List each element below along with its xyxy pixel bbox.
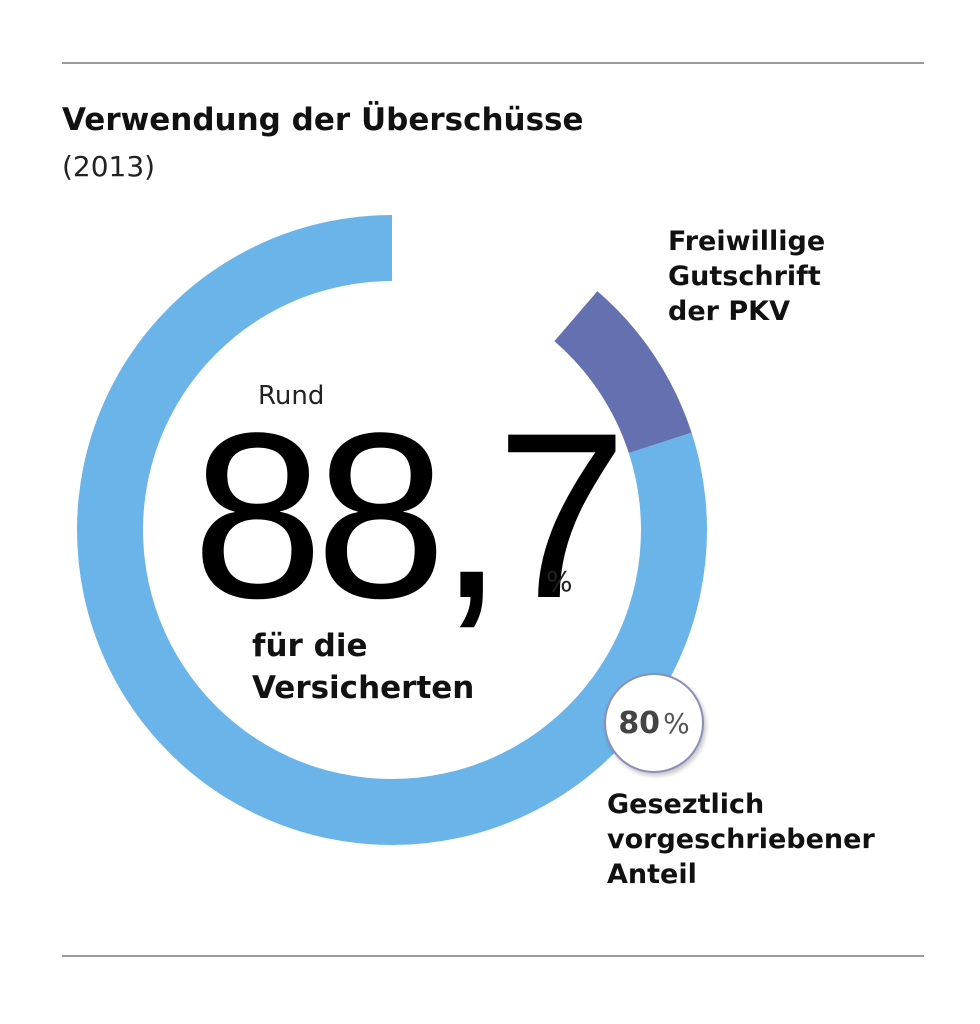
label-gesetzlich-anteil: Geseztlich vorgeschriebener Anteil: [607, 787, 875, 892]
chart-title: Verwendung der Überschüsse: [62, 102, 584, 138]
label-line: vorgeschriebener: [607, 824, 875, 855]
badge-value: 80: [618, 705, 661, 741]
label-line: Gutschrift: [668, 261, 821, 292]
donut-slice-3: [392, 215, 598, 342]
bottom-divider: [62, 955, 924, 957]
percentage-badge: 80 %: [604, 673, 704, 773]
center-unit: %: [546, 565, 573, 598]
donut-slice-2: [554, 291, 692, 454]
badge-unit: %: [663, 706, 690, 740]
center-prefix: Rund: [258, 381, 325, 411]
label-line: der PKV: [668, 296, 790, 327]
caption-line: Versicherten: [252, 670, 475, 706]
label-line: Freiwillige: [668, 226, 826, 257]
center-caption: für die Versicherten: [252, 625, 474, 709]
caption-line: für die: [252, 628, 368, 664]
center-value: 88,7: [192, 384, 627, 648]
label-freiwillige-gutschrift: Freiwillige Gutschrift der PKV: [668, 224, 825, 329]
chart-subtitle: (2013): [62, 150, 156, 183]
label-line: Geseztlich: [607, 789, 765, 820]
top-divider: [62, 62, 924, 64]
label-line: Anteil: [607, 859, 697, 890]
